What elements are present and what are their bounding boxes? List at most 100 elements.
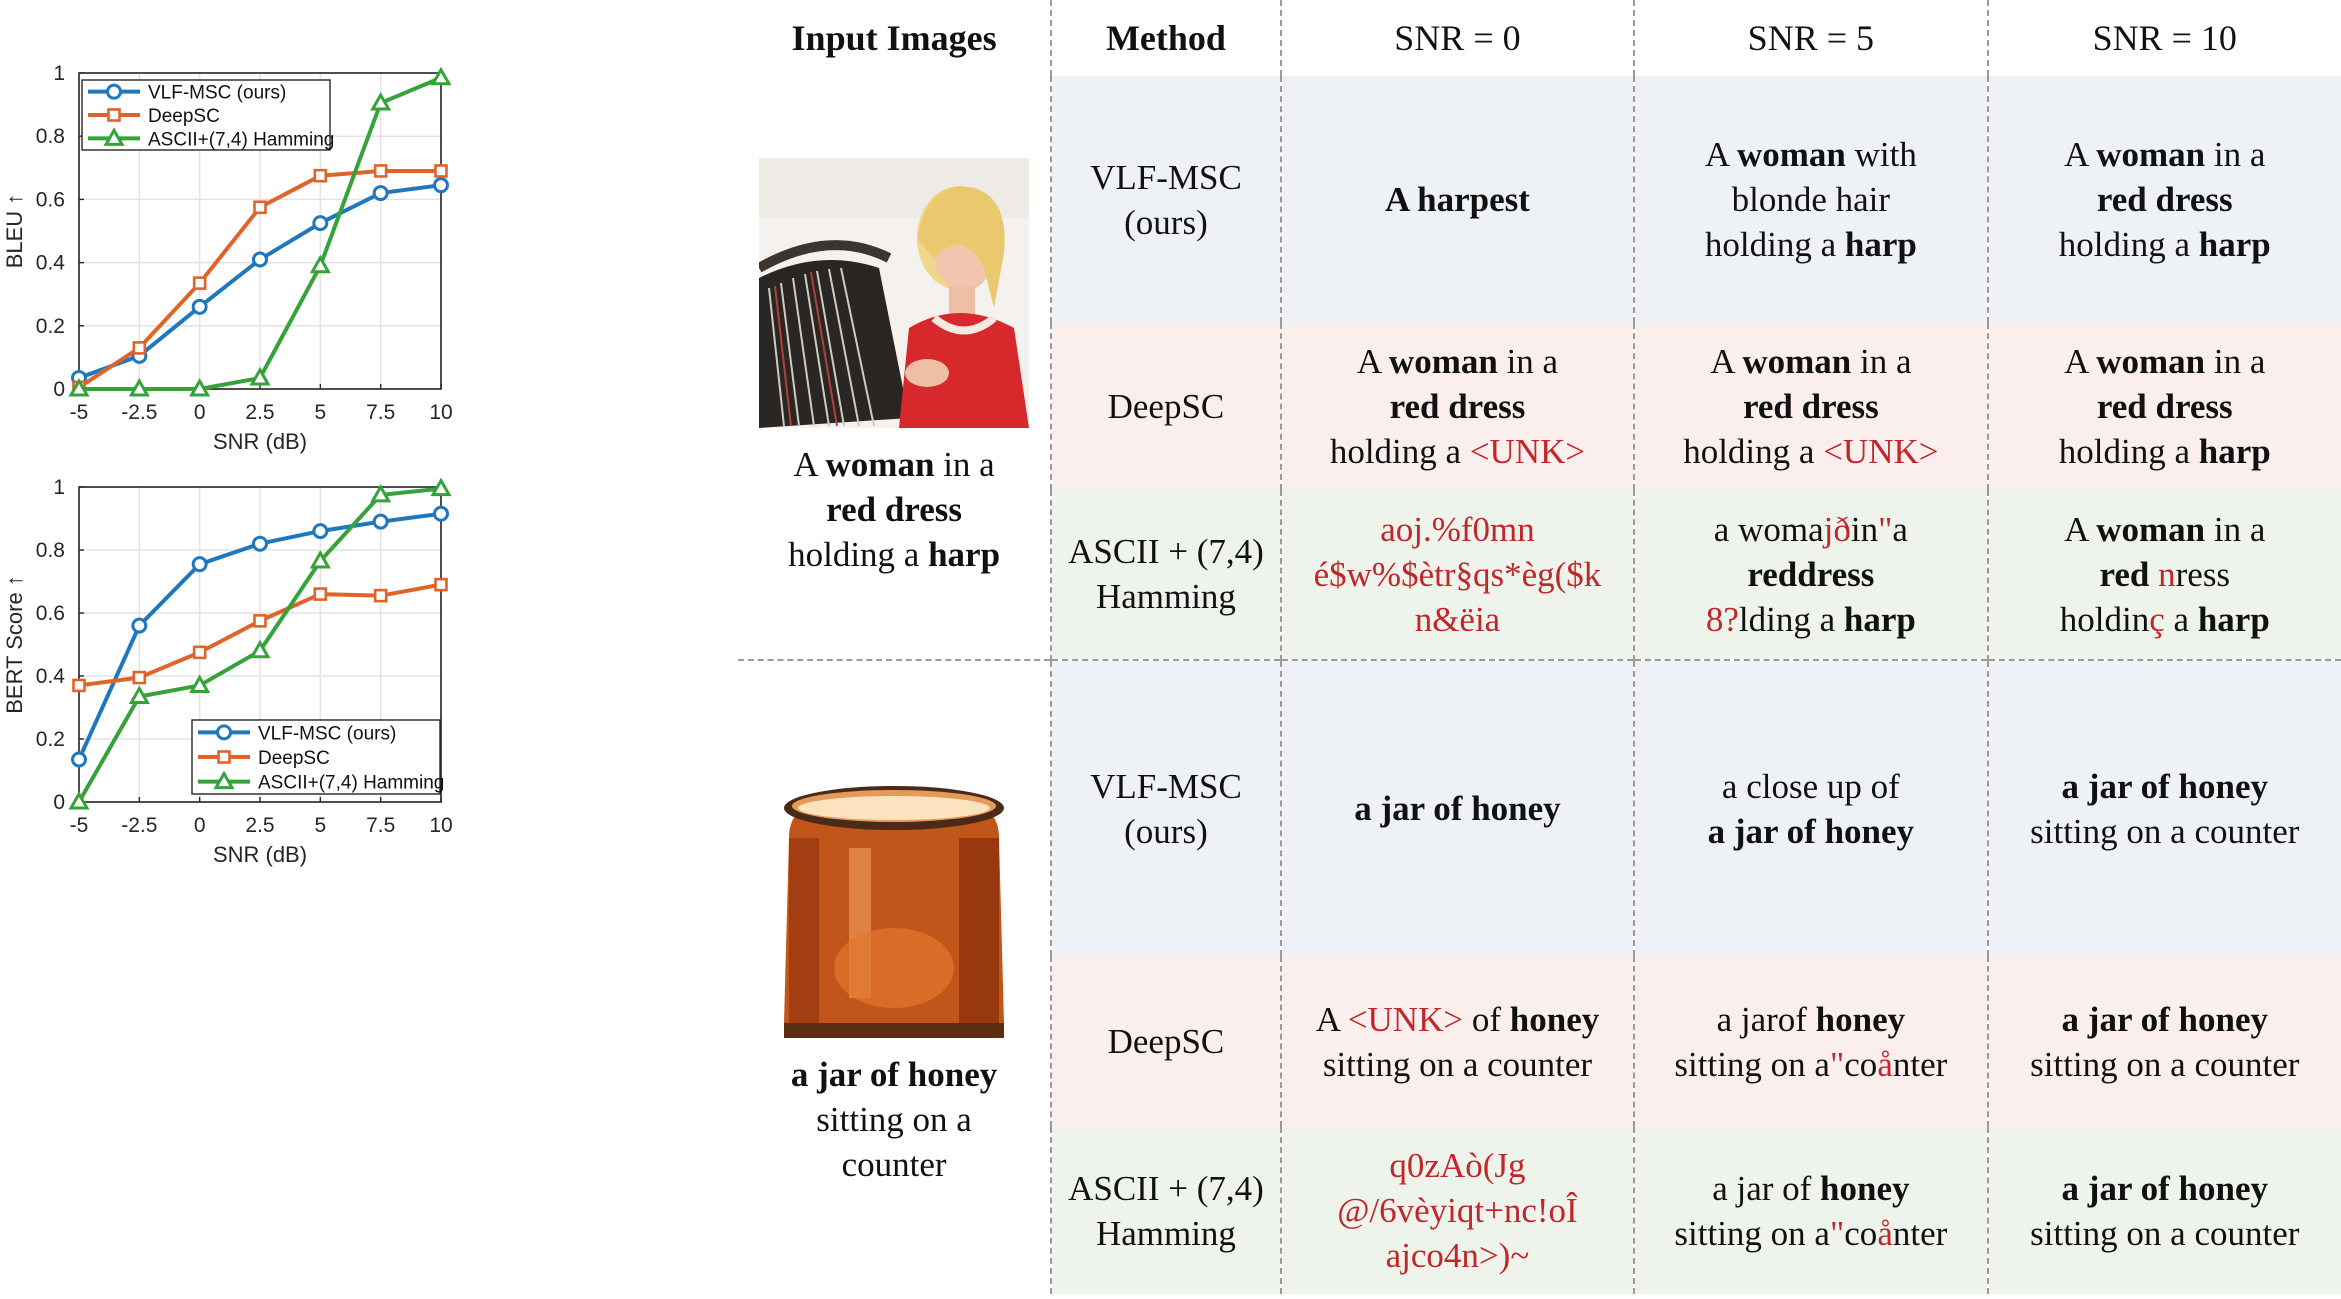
error-text: @/6vèyiqt+nc!oÎ xyxy=(1337,1191,1578,1231)
matched-keyword: honey xyxy=(1509,999,1600,1039)
y-tick-label: 0.6 xyxy=(36,188,65,211)
caption-text: A xyxy=(1356,342,1389,382)
error-text: jð xyxy=(1823,509,1851,549)
output-caption-cell: a jar of honey xyxy=(1279,658,1635,957)
data-point xyxy=(249,366,271,386)
output-caption-cell: a jar of honey sitting on a counter xyxy=(1986,1127,2341,1294)
legend-label: VLF-MSC (ours) xyxy=(258,723,396,744)
method-name: ASCII + (7,4) Hamming xyxy=(1050,490,1281,660)
legend-marker xyxy=(216,724,232,741)
output-caption-cell: A woman in a red dress holding a <UNK> xyxy=(1633,323,1988,491)
caption-text: co xyxy=(1844,1044,1878,1084)
data-point xyxy=(433,505,449,522)
table-body: A woman in a red dress holding a harp VLF-… xyxy=(738,76,2341,1294)
charts-panel: -5 -2.5 0 2.5 5 7.5 10 0 0.2 0.4 0.6 0.8 1 SNR (dB) BL… xyxy=(0,0,740,1294)
caption-text: holding a xyxy=(2058,225,2199,265)
header-snr-5: SNR = 5 xyxy=(1633,0,1988,76)
jar-of-honey-photo xyxy=(759,767,1030,1038)
x-tick-label: 10 xyxy=(429,814,452,837)
error-text: ajco4n>)~ xyxy=(1385,1236,1530,1276)
y-tick-label: 0.2 xyxy=(36,728,65,751)
caption-text: sitting on a counter xyxy=(2030,1213,2300,1253)
y-tick-label: 0.8 xyxy=(36,539,65,562)
data-point xyxy=(192,645,207,660)
data-point xyxy=(68,377,90,397)
data-point xyxy=(430,66,452,86)
x-tick-label: 5 xyxy=(314,401,326,424)
error-text: é$w%$ètr§qs*èg($k xyxy=(1313,554,1602,594)
y-axis-label: BLEU ↑ xyxy=(2,194,27,269)
output-caption-cell: A woman in a red nress holdinç a harp xyxy=(1986,490,2341,660)
caption-text: sitting on a counter xyxy=(1322,1044,1593,1084)
y-axis-label: BERT Score ↑ xyxy=(2,575,27,714)
method-name-line: (ours) xyxy=(1124,811,1208,851)
caption-text: a close up of xyxy=(1721,766,1900,806)
ground-truth-caption: A woman in a red dress holding a harp xyxy=(748,442,1040,577)
legend-label: VLF-MSC (ours) xyxy=(148,83,286,104)
error-text: <UNK> xyxy=(1823,432,1939,472)
x-tick-label: 5 xyxy=(314,814,326,837)
caption-text: a xyxy=(2164,599,2198,639)
data-point xyxy=(312,523,329,540)
matched-keyword: a jar of honey xyxy=(1354,789,1561,828)
caption-text: a woma xyxy=(1713,509,1824,549)
error-text: <UNK> xyxy=(1469,432,1586,472)
legend-marker xyxy=(107,108,121,122)
data-point xyxy=(373,164,388,178)
results-table-panel: Input Images Method SNR = 0 SNR = 5 SNR … xyxy=(738,0,2341,1294)
table-row: a jar of honey sitting on a counter VLF-MSC… xyxy=(738,658,2341,1294)
x-tick-label: 0 xyxy=(194,401,206,424)
data-point xyxy=(313,587,328,601)
matched-keyword: woman xyxy=(1736,135,1846,175)
y-tick-label: 0.4 xyxy=(36,252,66,275)
output-caption-cell: a jarof honey sitting on a"coånter xyxy=(1633,956,1988,1128)
caption-text: co xyxy=(1844,1213,1878,1253)
method-name-line: Hamming xyxy=(1095,1213,1236,1253)
output-caption-cell: A woman in a red dress holding a <UNK> xyxy=(1279,323,1635,491)
x-axis-label: SNR (dB) xyxy=(213,429,307,454)
matched-keyword: woman xyxy=(1742,342,1852,382)
legend-marker xyxy=(213,770,235,790)
header-input-images: Input Images xyxy=(791,17,997,58)
data-point xyxy=(132,341,147,355)
matched-keyword: harp xyxy=(1844,225,1917,265)
caption-text: a jar of xyxy=(1712,1168,1821,1208)
matched-keyword: a jar of honey xyxy=(790,1054,998,1094)
caption-text: lding a xyxy=(1738,599,1844,639)
x-tick-label: 2.5 xyxy=(245,814,274,837)
data-point xyxy=(313,168,328,183)
data-point xyxy=(253,200,267,215)
method-name: ASCII + (7,4) Hamming xyxy=(1050,1127,1281,1294)
error-text: aoj.%f0mn xyxy=(1380,509,1535,549)
output-caption-cell: a jar of honey sitting on a counter xyxy=(1986,658,2341,957)
matched-keyword: honey xyxy=(1815,999,1906,1039)
data-point xyxy=(71,751,87,768)
method-name: DeepSC xyxy=(1050,323,1281,491)
caption-text: blonde hair xyxy=(1731,180,1891,220)
data-point xyxy=(128,377,150,397)
table-row: ASCII + (7,4) Hamming q0zAò(Jg @/6vèyiqt+nc… xyxy=(738,1127,2341,1294)
caption-text: ress xyxy=(2175,554,2231,594)
output-caption-cell: a close up of a jar of honey xyxy=(1633,658,1988,957)
matched-keyword: harp xyxy=(928,534,1001,574)
matched-keyword: red dress xyxy=(1742,387,1879,427)
caption-text: a jarof xyxy=(1716,999,1816,1039)
output-caption-cell: A woman in a red dress holding a harp xyxy=(1986,323,2341,491)
x-tick-label: 2.5 xyxy=(245,401,274,424)
matched-keyword: harp xyxy=(2198,432,2271,472)
caption-text: a xyxy=(1892,509,1908,549)
data-point xyxy=(128,685,150,704)
input-image-cell: a jar of honey sitting on a counter xyxy=(738,658,1052,1294)
method-name-line: VLF-MSC xyxy=(1090,766,1242,806)
x-tick-label: -2.5 xyxy=(121,814,157,837)
legend-marker xyxy=(106,83,122,100)
output-caption-cell: A <UNK> of honey sitting on a counter xyxy=(1279,956,1635,1128)
output-caption-cell: q0zAò(Jg @/6vèyiqt+nc!oÎ ajco4n>)~ xyxy=(1279,1127,1635,1294)
caption-text: in a xyxy=(2205,509,2266,549)
caption-text: nter xyxy=(1892,1044,1948,1084)
method-name-line: ASCII + (7,4) xyxy=(1068,532,1264,572)
output-caption-cell: aoj.%f0mn é$w%$ètr§qs*èg($k n&ëia xyxy=(1279,490,1635,660)
legend-marker xyxy=(217,750,231,764)
matched-keyword: A harpest xyxy=(1385,180,1530,220)
woman-playing-harp-photo xyxy=(759,157,1030,428)
